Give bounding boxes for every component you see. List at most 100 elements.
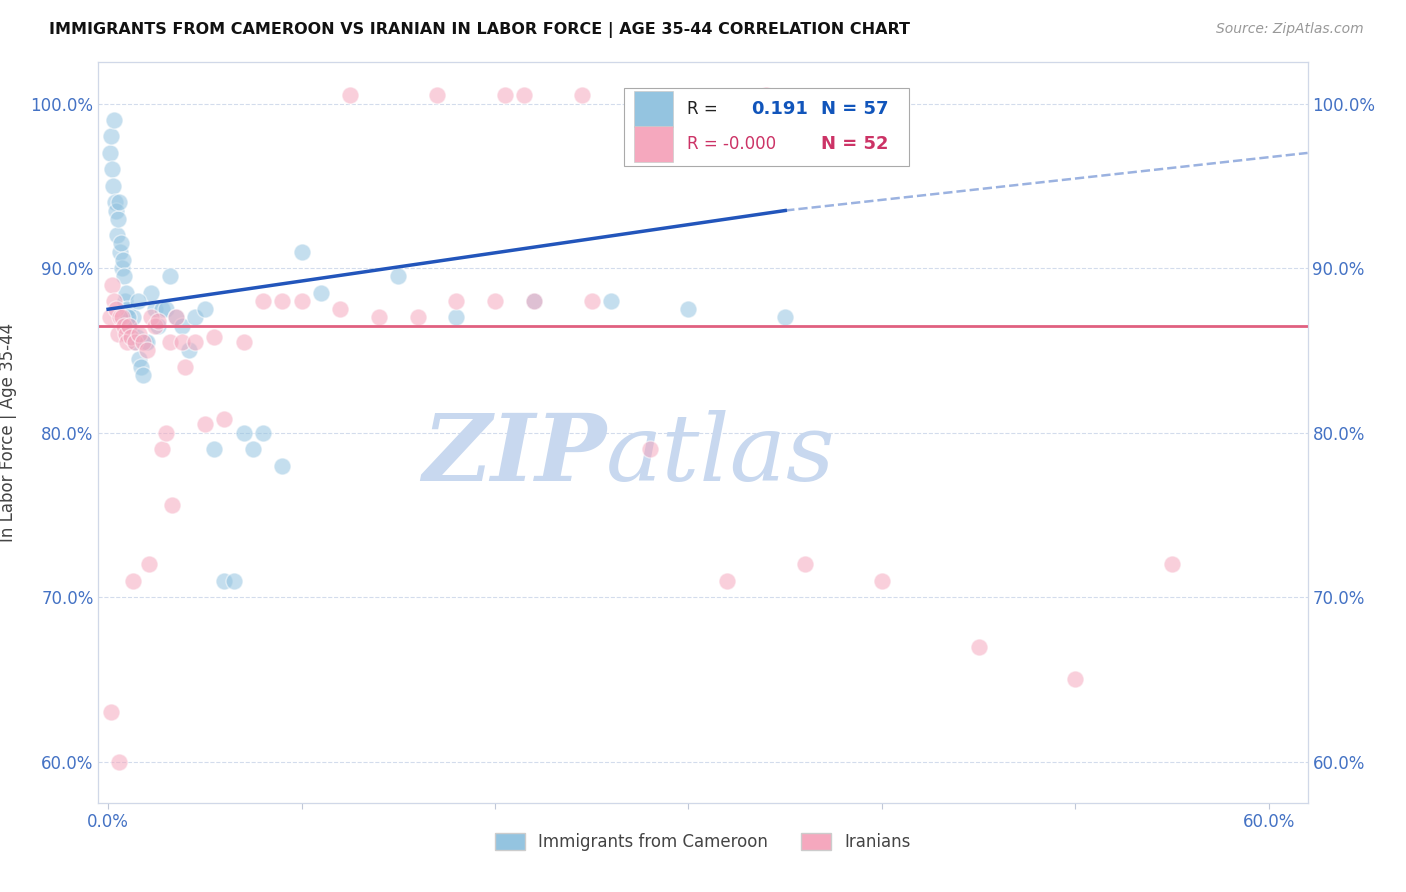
- Point: [339, 88, 361, 103]
- Point: [155, 302, 177, 317]
- Point: [600, 293, 623, 308]
- Bar: [634, 126, 673, 161]
- Point: [426, 88, 449, 103]
- Point: [1161, 558, 1184, 572]
- Point: [128, 326, 150, 341]
- Point: [222, 574, 245, 588]
- Point: [1064, 673, 1087, 687]
- Point: [101, 277, 124, 292]
- Point: [98, 145, 121, 160]
- Point: [290, 244, 312, 259]
- Point: [242, 442, 264, 456]
- Point: [170, 335, 193, 350]
- Text: 0.191: 0.191: [751, 100, 808, 118]
- Point: [581, 293, 603, 308]
- Point: [132, 368, 155, 382]
- Point: [165, 310, 187, 325]
- Point: [150, 302, 173, 317]
- Point: [194, 417, 217, 432]
- Point: [101, 162, 124, 177]
- Bar: [634, 91, 673, 127]
- Point: [159, 335, 181, 350]
- Point: [638, 442, 661, 456]
- Point: [111, 310, 134, 325]
- Point: [105, 228, 128, 243]
- Point: [484, 293, 506, 308]
- Point: [120, 330, 142, 344]
- Point: [108, 310, 131, 325]
- Point: [513, 88, 536, 103]
- Point: [117, 302, 139, 317]
- Point: [716, 574, 738, 588]
- Point: [446, 293, 468, 308]
- Point: [179, 343, 201, 358]
- Point: [112, 269, 135, 284]
- Point: [111, 261, 134, 276]
- Point: [159, 269, 181, 284]
- Point: [290, 293, 312, 308]
- Point: [170, 318, 193, 333]
- Point: [212, 412, 235, 426]
- Point: [446, 310, 468, 325]
- Text: atlas: atlas: [606, 409, 835, 500]
- Point: [232, 425, 254, 440]
- Point: [252, 293, 274, 308]
- Point: [107, 755, 129, 769]
- Point: [523, 293, 546, 308]
- Point: [793, 558, 815, 572]
- Point: [309, 285, 332, 300]
- Point: [112, 318, 135, 333]
- Point: [184, 310, 207, 325]
- Point: [135, 343, 157, 358]
- Point: [122, 574, 145, 588]
- Point: [127, 293, 149, 308]
- Point: [678, 302, 700, 317]
- Point: [128, 351, 150, 366]
- Text: Source: ZipAtlas.com: Source: ZipAtlas.com: [1216, 22, 1364, 37]
- Point: [107, 211, 129, 226]
- Point: [271, 293, 294, 308]
- Point: [148, 318, 170, 333]
- Text: N = 57: N = 57: [821, 100, 889, 118]
- Point: [107, 195, 129, 210]
- Point: [101, 178, 124, 193]
- Point: [111, 252, 134, 267]
- Point: [160, 498, 183, 512]
- Point: [138, 558, 160, 572]
- Legend: Immigrants from Cameroon, Iranians: Immigrants from Cameroon, Iranians: [488, 826, 918, 857]
- Point: [271, 458, 294, 473]
- Point: [104, 195, 127, 210]
- Point: [129, 359, 152, 374]
- Text: N = 52: N = 52: [821, 135, 889, 153]
- FancyBboxPatch shape: [624, 88, 908, 166]
- Point: [103, 113, 125, 128]
- Point: [174, 359, 197, 374]
- Point: [139, 285, 162, 300]
- Point: [494, 88, 516, 103]
- Text: ZIP: ZIP: [422, 409, 606, 500]
- Point: [110, 236, 132, 251]
- Point: [967, 640, 990, 654]
- Point: [118, 318, 141, 333]
- Point: [124, 335, 146, 350]
- Point: [165, 310, 187, 325]
- Point: [100, 706, 122, 720]
- Point: [194, 302, 217, 317]
- Point: [104, 302, 127, 317]
- Point: [100, 129, 122, 144]
- Point: [120, 326, 142, 341]
- Point: [387, 269, 409, 284]
- Point: [127, 330, 149, 344]
- Point: [122, 310, 145, 325]
- Point: [406, 310, 429, 325]
- Point: [132, 335, 155, 350]
- Text: R =: R =: [688, 100, 723, 118]
- Point: [773, 310, 796, 325]
- Point: [115, 310, 138, 325]
- Point: [571, 88, 593, 103]
- Point: [232, 335, 254, 350]
- Point: [755, 88, 778, 103]
- Point: [98, 310, 121, 325]
- Point: [150, 442, 173, 456]
- Point: [523, 293, 546, 308]
